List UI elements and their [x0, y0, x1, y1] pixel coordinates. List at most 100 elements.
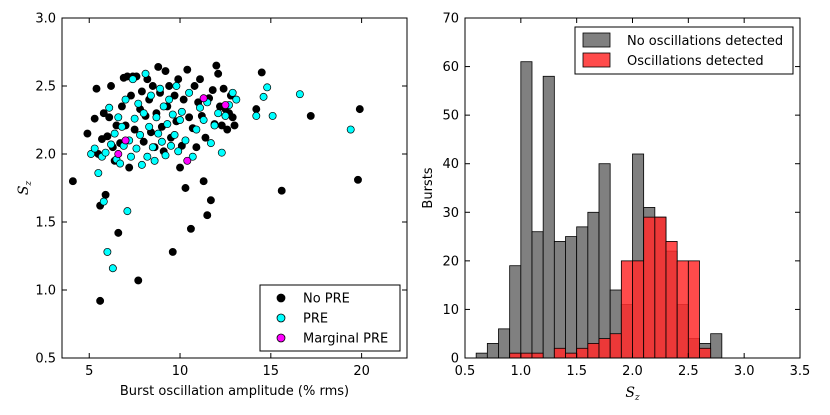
scatter-point-pre [252, 111, 261, 120]
scatter-point-pre [154, 129, 163, 138]
legend-label-marginal-pre: Marginal PRE [303, 332, 388, 347]
scatter-point-no-pre [181, 184, 190, 192]
scatter-point-no-pre [190, 82, 199, 90]
scatter-point-pre [185, 88, 194, 97]
histogram-ytick-label: 50 [442, 109, 459, 124]
scatter-point-pre [188, 152, 197, 161]
scatter-point-pre [87, 150, 96, 158]
scatter-point-pre [147, 91, 155, 100]
scatter-point-pre [174, 147, 183, 156]
scatter-point-pre [192, 125, 201, 134]
histogram-legend-box [574, 26, 794, 75]
histogram-bar-oscillations-detected [643, 216, 656, 359]
scatter-point-no-pre [186, 224, 195, 233]
scatter-point-pre [99, 197, 108, 206]
scatter-point-pre [132, 144, 141, 153]
histogram-bar-no-oscillations-detected [531, 231, 544, 359]
histogram-bar-oscillations-detected [699, 347, 712, 359]
histogram-ytick-label: 0 [451, 352, 459, 367]
histogram-bar-oscillations-detected [509, 352, 522, 359]
scatter-point-pre [268, 111, 277, 120]
histogram-bar-no-oscillations-detected [475, 352, 488, 359]
scatter-point-no-pre [208, 86, 217, 95]
scatter-point-no-pre [183, 65, 192, 74]
scatter-point-no-pre [214, 69, 223, 78]
scatter-point-no-pre [83, 129, 92, 138]
scatter-point-no-pre [168, 247, 177, 256]
scatter-point-no-pre [137, 87, 146, 96]
scatter-point-pre [134, 99, 143, 108]
histogram-bar-oscillations-detected [687, 260, 700, 359]
histogram-bar-oscillations-detected [654, 216, 667, 359]
scatter-point-pre [295, 90, 304, 99]
histogram-bar-no-oscillations-detected [553, 241, 566, 359]
histogram-bar-no-oscillations-detected [486, 343, 499, 359]
scatter-point-pre [177, 107, 186, 116]
scatter-point-pre [123, 207, 132, 216]
histogram-bar-oscillations-detected [531, 352, 544, 359]
scatter-plot: 5 10 15 20 0.5 1.0 1.5 2.0 2.5 3.0 Burst oscillat… [16, 12, 408, 399]
scatter-point-marginal-pre [121, 136, 130, 145]
scatter-point-pre [206, 139, 215, 148]
histogram-xtick-label: 2.5 [678, 364, 699, 379]
scatter-point-no-pre [107, 82, 115, 90]
scatter-point-pre [145, 122, 154, 131]
scatter-point-pre [163, 120, 172, 129]
scatter-point-no-pre [201, 133, 210, 142]
scatter-point-no-pre [68, 177, 77, 186]
scatter-point-marginal-pre [221, 101, 230, 109]
scatter-xtick-label: 10 [172, 364, 189, 379]
scatter-point-no-pre [114, 228, 123, 237]
scatter-point-no-pre [99, 109, 108, 118]
scatter-point-pre [107, 140, 115, 149]
scatter-point-pre [181, 136, 190, 145]
scatter-point-pre [165, 95, 174, 104]
histogram-bar-no-oscillations-detected [710, 333, 723, 359]
scatter-point-no-pre [354, 175, 362, 184]
scatter-point-no-pre [96, 296, 105, 305]
histogram-ytick-label: 20 [442, 254, 459, 269]
histogram-bar-oscillations-detected [587, 343, 600, 359]
histogram-bar-no-oscillations-detected [587, 211, 600, 359]
scatter-point-pre [168, 110, 177, 119]
histogram-xtick-label: 3.5 [790, 364, 811, 379]
histogram-ylabel: Bursts [421, 167, 436, 208]
histogram-bar-oscillations-detected [676, 260, 689, 359]
scatter-point-pre [121, 95, 130, 104]
scatter-point-no-pre [161, 67, 170, 75]
scatter-point-pre [105, 103, 114, 112]
scatter-point-no-pre [277, 186, 286, 195]
scatter-point-pre [172, 82, 181, 90]
scatter-point-pre [128, 75, 137, 84]
scatter-point-pre [127, 152, 135, 161]
scatter-point-pre [136, 131, 145, 139]
scatter-xtick-label: 5 [85, 364, 93, 379]
scatter-point-no-pre [252, 105, 261, 114]
scatter-point-no-pre [203, 211, 212, 220]
histogram-bar-oscillations-detected [598, 338, 611, 359]
scatter-legend: No PRE PRE Marginal PRE [259, 284, 401, 352]
legend-label-pre: PRE [303, 312, 328, 327]
histogram-bar-oscillations-detected [520, 352, 533, 359]
scatter-ytick-label: 2.0 [35, 148, 56, 163]
histogram-bar-no-oscillations-detected [565, 236, 578, 359]
scatter-point-no-pre [306, 111, 315, 120]
scatter-point-no-pre [105, 113, 114, 122]
scatter-point-pre [130, 114, 139, 123]
scatter-point-no-pre [257, 68, 266, 77]
scatter-point-no-pre [177, 141, 186, 150]
histogram-bar-oscillations-detected [632, 260, 645, 359]
histogram-bar-no-oscillations-detected [509, 265, 522, 359]
histogram-legend: No oscillations detected Oscillations de… [574, 26, 794, 75]
scatter-point-pre [156, 84, 164, 93]
scatter-point-pre [199, 116, 208, 124]
legend-label-oscillations: Oscillations detected [627, 54, 764, 69]
scatter-point-no-pre [154, 63, 163, 71]
scatter-point-no-pre [174, 75, 183, 84]
scatter-point-pre [114, 113, 123, 122]
scatter-point-no-pre [139, 137, 148, 146]
histogram-bar-oscillations-detected [609, 333, 622, 359]
scatter-point-pre [94, 169, 103, 177]
scatter-point-pre [346, 125, 355, 134]
